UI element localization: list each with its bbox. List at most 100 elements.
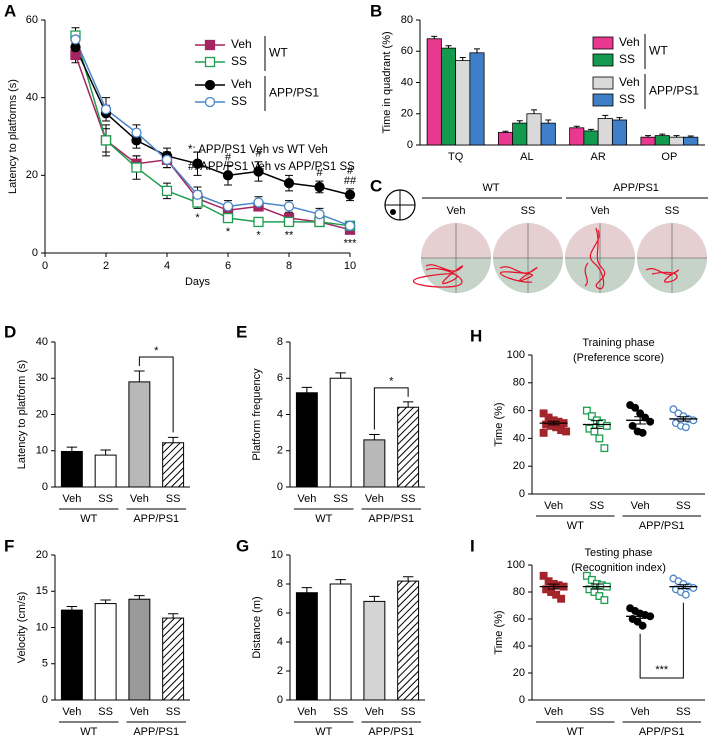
bar [162,617,185,701]
error-bar [100,599,111,604]
error-bar [590,420,603,429]
y-tick-label: 15 [36,585,48,597]
bar [128,598,151,701]
point [70,34,81,45]
bar [295,592,318,701]
x-tick-label: SS [98,706,113,718]
point [646,417,655,426]
point [590,427,599,436]
point [283,201,295,212]
group-label: WT [315,513,332,525]
x-tick-label: SS [401,493,416,505]
error-bar [531,109,537,114]
chart-title: Testing phase [585,547,653,559]
error-bar [459,57,466,61]
x-tick-label: SS [590,706,605,718]
point [582,406,591,415]
pool [412,223,491,293]
y-axis-label: Time in quadrant (%) [381,31,393,133]
y-tick-label: 5 [42,658,48,670]
group-label: WT [567,520,584,532]
point [681,423,690,432]
error-bar [547,584,560,590]
x-tick-label: SS [166,706,181,718]
point [689,416,698,425]
x-tick-label: Veh [62,493,81,505]
significance-bracket [639,602,684,679]
point [689,584,698,592]
point [600,444,609,453]
error-bar [474,48,480,53]
bar [526,113,542,146]
point [131,162,142,173]
bar [295,392,318,488]
bar [668,136,685,146]
y-axis-label: Platform frequency [251,368,263,461]
y-tick-label: 0 [519,488,525,500]
legend-group: WT [649,44,668,58]
point [100,104,112,115]
point [638,428,647,437]
y-tick-label: 40 [401,76,413,88]
bar [60,609,83,701]
panel-letter: D [4,322,16,341]
x-tick-label: 10 [344,260,356,272]
bar [162,442,185,488]
error-bar [167,436,179,443]
point [539,571,548,580]
y-tick-label: 0 [519,694,525,706]
series-line [74,54,351,231]
point [283,177,295,189]
point [602,421,611,430]
point [539,409,548,418]
y-tick-label: 20 [36,408,48,420]
group-label: WT [482,182,499,194]
y-tick-label: 6 [277,372,283,384]
significance-bracket [138,356,174,433]
significance: * [226,226,231,238]
x-tick-label: Veh [297,493,316,505]
swim-path [499,266,538,283]
legend-marker [204,96,216,108]
point [161,185,173,197]
legend-label: SS [619,92,635,106]
annotation: #: APP/PS1 Veh vs APP/PS1 SS [188,161,355,173]
significance: *** [344,237,358,249]
y-tick-label: 40 [513,432,525,444]
bar [426,38,442,146]
legend-label: Veh [231,77,252,91]
y-axis-label: Distance (m) [251,596,263,658]
bar [329,583,352,701]
series-line [74,46,351,196]
x-tick-label: AR [590,151,605,163]
bar [363,439,386,488]
bar [583,130,599,146]
group-label: APP/PS1 [368,513,414,525]
x-tick-label: 4 [164,260,170,272]
point [222,170,234,181]
y-axis-label: Latency to platforms (s) [7,79,19,194]
error-bar [335,372,346,379]
x-tick-label: SS [590,500,605,512]
bar [569,127,585,146]
y-tick-label: 80 [401,14,413,26]
legend-label: Veh [619,35,640,49]
y-tick-label: 20 [513,667,525,679]
bar [94,454,117,488]
point [253,166,264,177]
legend-group: APP/PS1 [269,86,319,100]
x-tick-label: 2 [103,260,109,272]
bar [512,122,528,146]
significance: # [255,148,262,160]
significance: ** [285,230,294,242]
x-tick-label: Veh [544,706,563,718]
y-tick-label: 60 [513,613,525,625]
legend-swatch [592,36,614,50]
error-bar [167,613,179,619]
condition-label: Veh [447,205,466,217]
y-tick-label: 0 [407,139,413,151]
point [283,216,295,228]
point [557,594,566,603]
chart-title: Training phase [582,337,654,349]
bar [640,136,656,146]
